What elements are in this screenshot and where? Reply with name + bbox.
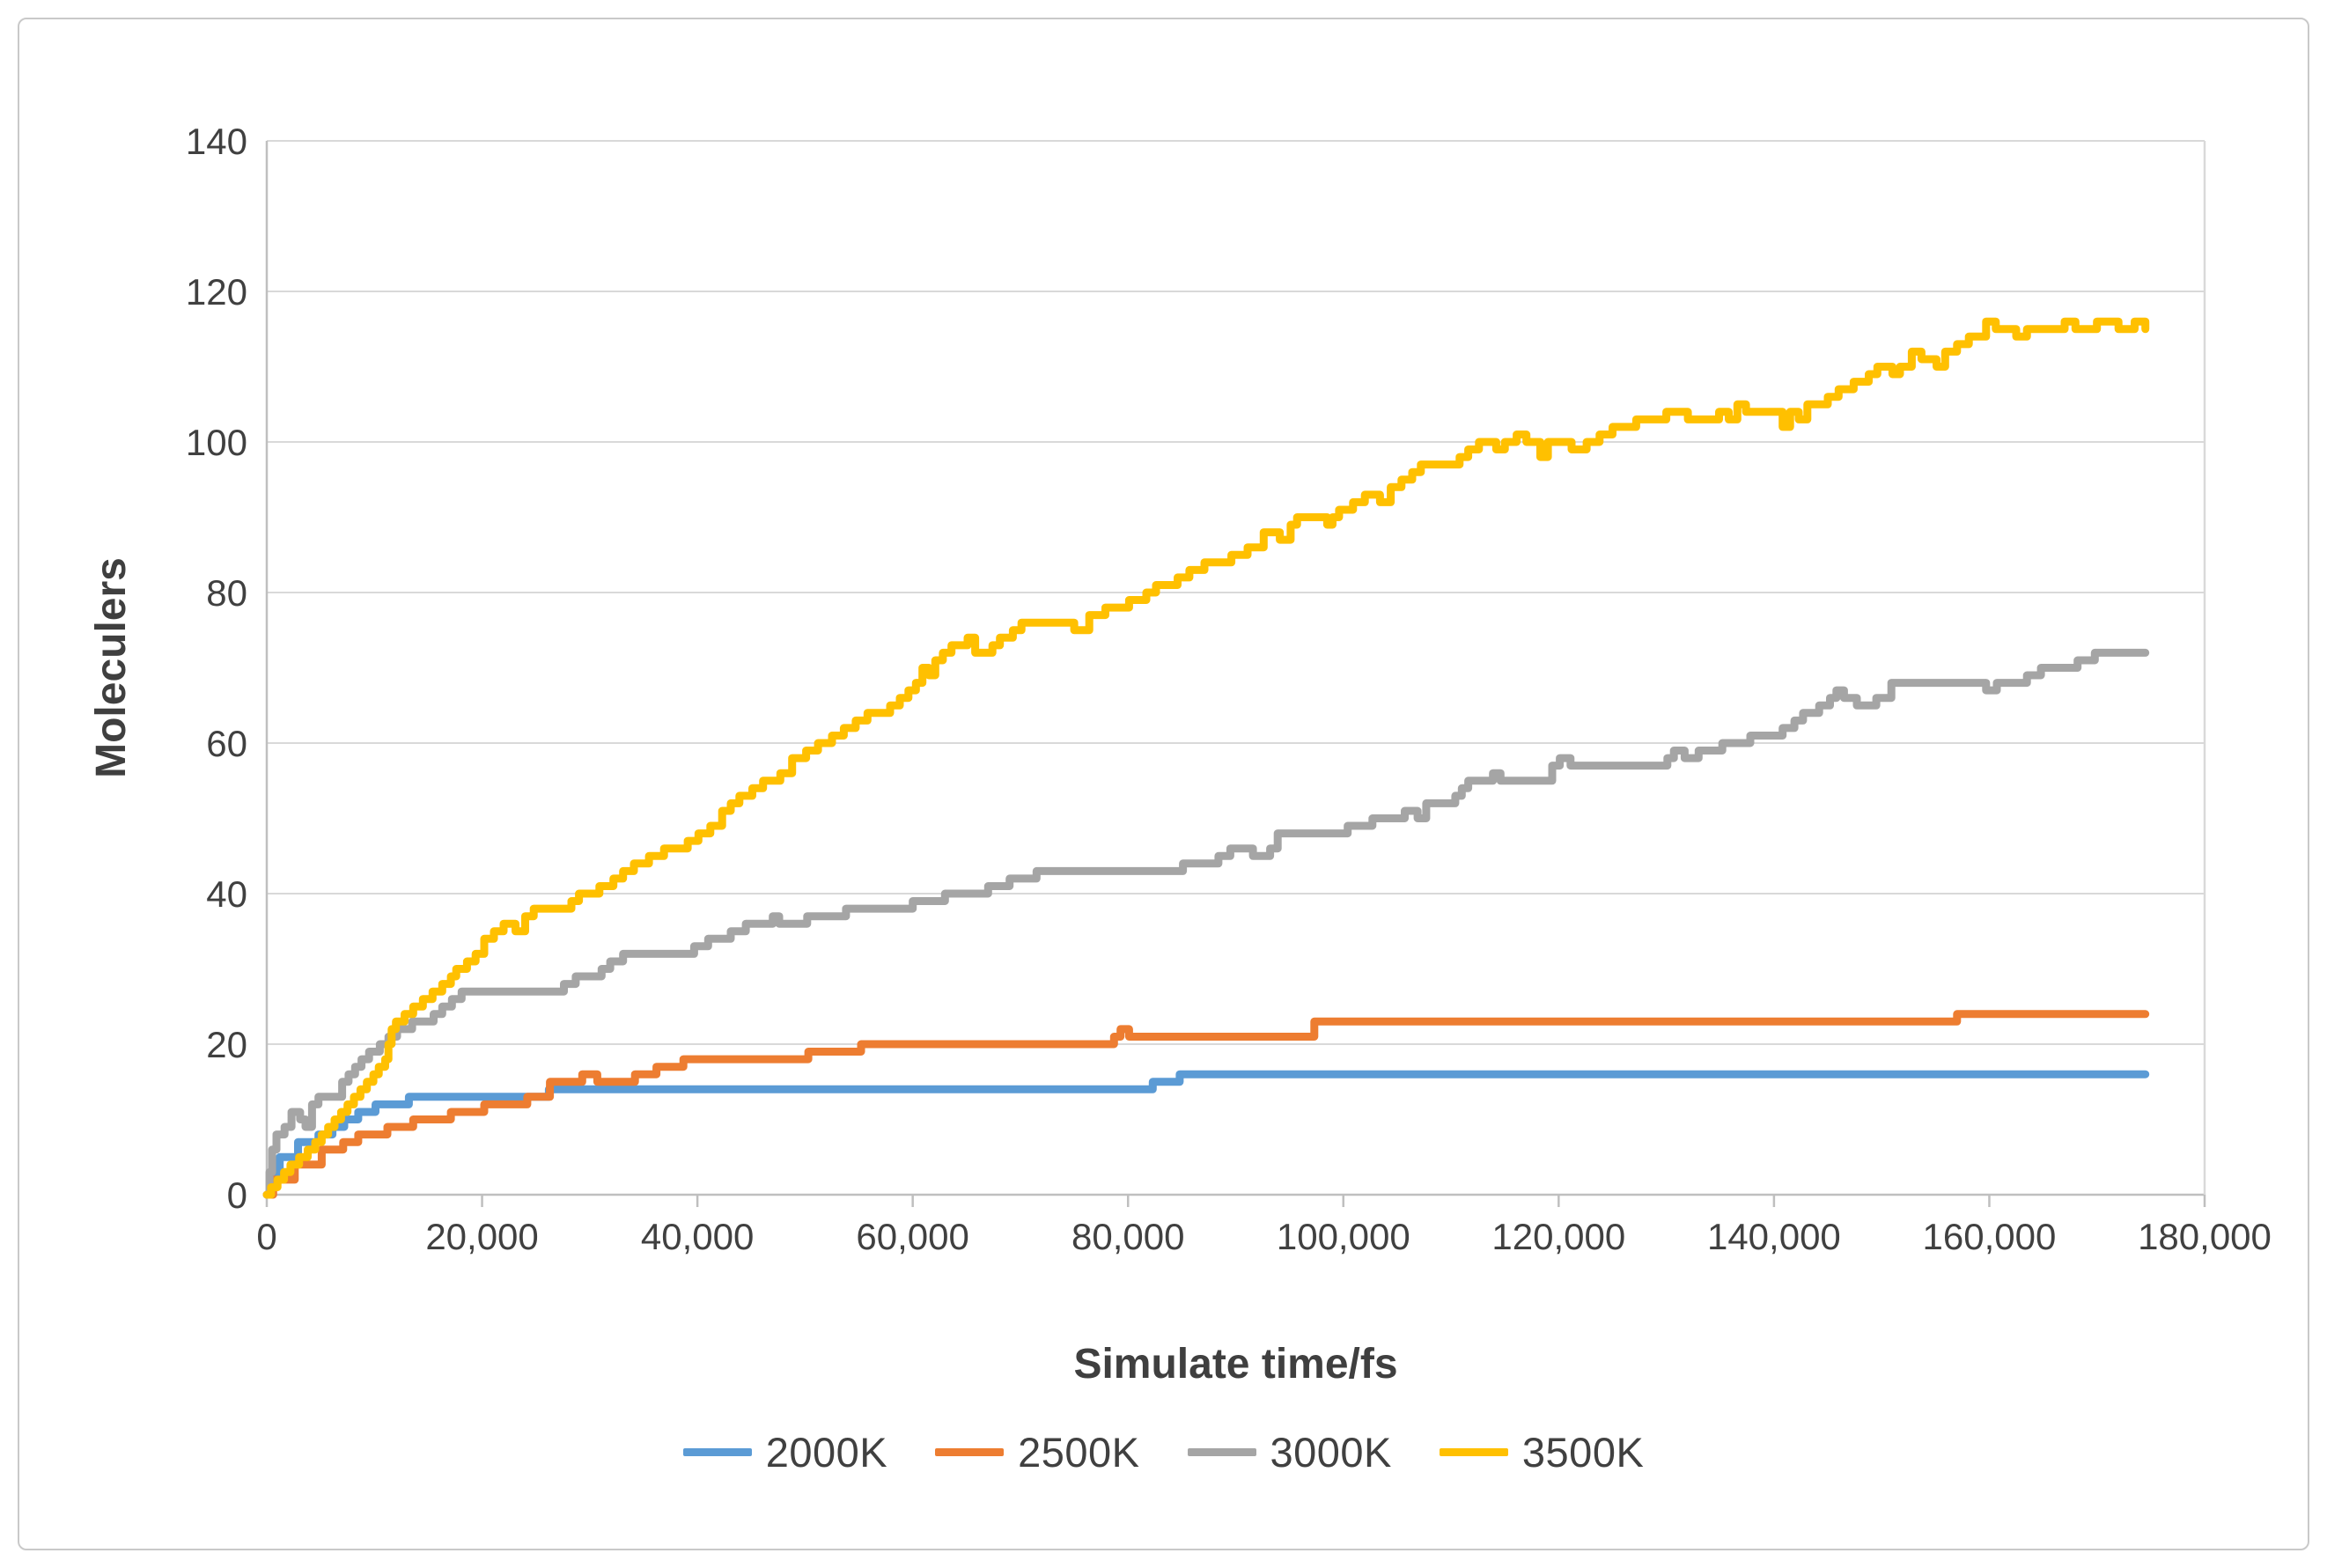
x-tick-label: 160,000 <box>1923 1216 2057 1257</box>
x-tick-label: 40,000 <box>641 1216 754 1257</box>
legend-item-2000K: 2000K <box>682 1428 888 1476</box>
x-tick-label: 20,000 <box>425 1216 538 1257</box>
y-tick-label: 100 <box>186 422 247 463</box>
y-axis-title: Moleculers <box>88 557 135 778</box>
y-tick-label: 60 <box>206 723 247 764</box>
legend-swatch-3000K <box>1187 1448 1256 1456</box>
x-axis-title: Simulate time/fs <box>1073 1341 1397 1388</box>
legend-label-3500K: 3500K <box>1521 1429 1645 1476</box>
legend-item-3000K: 3000K <box>1187 1428 1392 1476</box>
y-tick-label: 140 <box>186 121 247 162</box>
series-line-3000K <box>262 648 2150 1199</box>
x-tick-label: 140,000 <box>1707 1216 1841 1257</box>
series-line-3500K <box>262 317 2150 1199</box>
y-tick-label: 40 <box>206 873 247 915</box>
legend-swatch-3500K <box>1439 1448 1508 1456</box>
legend-label-2500K: 2500K <box>1018 1429 1140 1476</box>
legend-label-3000K: 3000K <box>1270 1429 1392 1476</box>
x-tick-label: 60,000 <box>856 1216 968 1257</box>
y-tick-label: 80 <box>206 572 247 614</box>
series-line-2000K <box>262 1070 2150 1199</box>
legend-swatch-2000K <box>682 1448 752 1456</box>
x-tick-label: 80,000 <box>1071 1216 1184 1257</box>
x-tick-label: 120,000 <box>1491 1216 1625 1257</box>
x-tick-label: 180,000 <box>2138 1216 2272 1257</box>
figure-frame <box>18 18 2309 1550</box>
y-tick-label: 20 <box>206 1024 247 1065</box>
x-tick-label: 100,000 <box>1277 1216 1410 1257</box>
y-tick-label: 120 <box>186 271 247 313</box>
legend-item-2500K: 2500K <box>935 1428 1139 1476</box>
legend-label-2000K: 2000K <box>765 1429 888 1476</box>
series-line-2500K <box>262 1010 2150 1199</box>
legend-item-3500K: 3500K <box>1439 1428 1645 1476</box>
y-tick-label: 0 <box>227 1174 247 1216</box>
legend-swatch-2500K <box>935 1448 1005 1456</box>
chart-legend: 2000K 2500K 3000K 3500K <box>0 1428 2327 1476</box>
x-tick-label: 0 <box>256 1216 276 1257</box>
